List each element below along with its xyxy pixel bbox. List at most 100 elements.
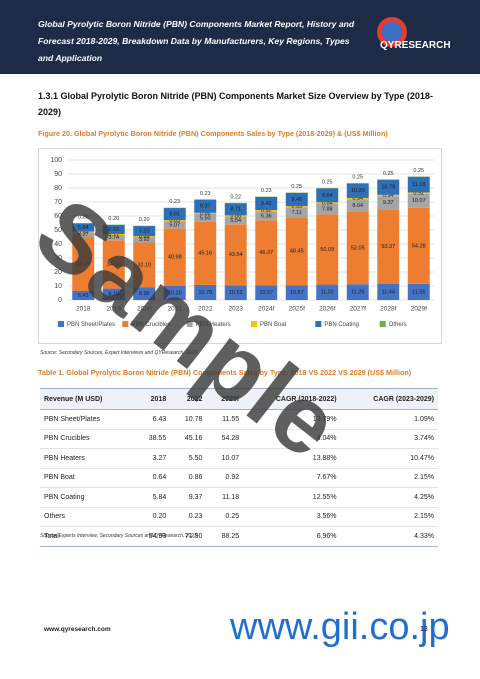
x-tick-label: 2021 xyxy=(168,306,183,313)
data-label: 0.86 xyxy=(200,211,211,217)
data-table: Revenue (M USD) 2018 2022 2029f CAGR (2018-2… xyxy=(40,388,438,547)
x-tick-label: 2020 xyxy=(137,306,152,313)
table-cell: 4.33% xyxy=(340,526,438,547)
bar-segment xyxy=(255,220,278,286)
bar-segment xyxy=(194,212,217,214)
table-cell: 54.28 xyxy=(206,429,244,449)
header-band: Global Pyrolytic Boron Nitride (PBN) Com… xyxy=(0,0,480,74)
table-cell: 0.64 xyxy=(134,468,171,488)
table-cell: 3.74% xyxy=(340,429,438,449)
table-row: PBN Sheet/Plates 6.43 10.78 11.55 13.79% 1.09… xyxy=(40,409,438,430)
bar-segment xyxy=(194,199,217,213)
figure-source: Source: Secondary Sources, Expert Interv… xyxy=(40,350,198,356)
y-tick-label: 100 xyxy=(50,157,62,164)
data-label: 9.37 xyxy=(383,200,394,206)
data-label: 38.55 xyxy=(76,261,90,267)
y-tick-label: 90 xyxy=(54,171,62,178)
y-tick-label: 40 xyxy=(54,241,62,248)
table-row: Total 54.93 71.90 88.25 6.96% 4.33% xyxy=(40,526,438,547)
bar-segment xyxy=(255,285,278,300)
bar-segment xyxy=(377,283,400,300)
table-source: Source: Experts Interview, Secondary Sou… xyxy=(40,533,197,539)
bar-segment xyxy=(346,284,369,300)
table-cell: 4.25% xyxy=(340,487,438,508)
table-cell: 12.55% xyxy=(243,487,341,508)
data-label: 53.37 xyxy=(381,244,395,250)
table-row: PBN Boat 0.64 0.86 0.92 7.67% 2.15% xyxy=(40,468,438,488)
data-label: 43.54 xyxy=(229,252,243,258)
table-cell: 6.43 xyxy=(134,409,171,430)
data-label: 5.50 xyxy=(200,215,211,221)
table-cell: 0.86 xyxy=(170,468,207,488)
column-header: 2018 xyxy=(134,388,171,410)
bar-segment xyxy=(407,207,430,284)
data-label: 10.78 xyxy=(198,290,212,296)
data-label: 0.84 xyxy=(322,200,333,206)
data-label: 3.92 xyxy=(139,237,150,243)
data-label: 0.23 xyxy=(200,191,211,197)
bar-segment xyxy=(407,176,430,193)
data-label: 3.27 xyxy=(78,232,89,238)
data-label: 11.26 xyxy=(351,290,364,296)
logo-globe-inner xyxy=(382,22,402,42)
table-cell: 13.79% xyxy=(243,409,341,430)
bar-segment xyxy=(224,215,247,217)
bar-segment xyxy=(377,194,400,197)
bar-segment xyxy=(377,196,400,210)
bar-segment xyxy=(133,237,156,243)
table-row: PBN Crucibles 38.55 45.16 54.28 4.04% 3.74% xyxy=(40,429,438,449)
table-cell: 11.55 xyxy=(206,409,244,430)
bar-segment xyxy=(224,203,247,216)
chart: 010203040506070809010020186.4338.553.270… xyxy=(38,148,442,344)
data-label: 9.45 xyxy=(291,197,302,203)
bar-segment xyxy=(194,221,217,285)
data-label: 0.25 xyxy=(352,175,363,181)
logo-text: QYRESEARCH xyxy=(380,40,451,51)
column-header: 2029f xyxy=(206,388,244,410)
data-label: 45.16 xyxy=(198,251,212,257)
legend-swatch xyxy=(186,321,193,327)
column-header: Revenue (M USD) xyxy=(40,388,135,410)
table-cell: 0.92 xyxy=(206,468,244,488)
data-label: 11.55 xyxy=(412,289,425,295)
data-label: 0.25 xyxy=(383,171,394,177)
data-label: 0.66 xyxy=(139,234,150,240)
bar-segment xyxy=(133,236,156,238)
table-header-row: Revenue (M USD) 2018 2022 2029f CAGR (2018-2… xyxy=(40,388,438,410)
table-cell: 5.50 xyxy=(170,448,207,469)
table-cell: 13.88% xyxy=(243,448,341,469)
data-label: 0.23 xyxy=(169,199,180,205)
data-label: 0.86 xyxy=(230,213,241,219)
table-cell: 4.04% xyxy=(243,429,341,449)
data-label: 34.50 xyxy=(107,262,121,268)
table-cell: 38.55 xyxy=(134,429,171,449)
bar-segment xyxy=(163,221,186,229)
bar-segment xyxy=(316,284,339,300)
legend-swatch xyxy=(122,321,129,327)
table-body: PBN Sheet/Plates 6.43 10.78 11.55 13.79% 1.09… xyxy=(40,409,438,547)
table-cell: 3.27 xyxy=(134,448,171,469)
page-number: 13 xyxy=(420,626,428,633)
legend-swatch xyxy=(58,321,64,327)
bar-segment xyxy=(377,179,400,195)
legend-label: PBN Coating xyxy=(324,322,359,328)
bar-segment xyxy=(72,237,95,291)
logo: QYRESEARCH xyxy=(377,17,451,51)
column-header: CAGR (2023-2029) xyxy=(340,388,438,410)
y-tick-label: 80 xyxy=(54,185,62,192)
bar-segment xyxy=(316,214,339,285)
bar-segment xyxy=(407,192,430,194)
x-tick-label: 2025f xyxy=(289,306,305,313)
table-cell: 71.90 xyxy=(170,526,207,547)
figure-caption: Figure 20. Global Pyrolytic Boron Nitrid… xyxy=(38,129,388,138)
table-cell: Others xyxy=(40,507,135,527)
bar-segment xyxy=(102,233,125,236)
y-tick-label: 30 xyxy=(54,255,62,262)
x-tick-label: 2026f xyxy=(319,306,335,313)
data-label: 0.92 xyxy=(261,208,272,214)
data-label: 0.25 xyxy=(413,168,424,174)
x-tick-label: 2029f xyxy=(411,306,427,313)
data-label: 5.84 xyxy=(78,225,89,231)
bar-segment xyxy=(224,224,247,286)
